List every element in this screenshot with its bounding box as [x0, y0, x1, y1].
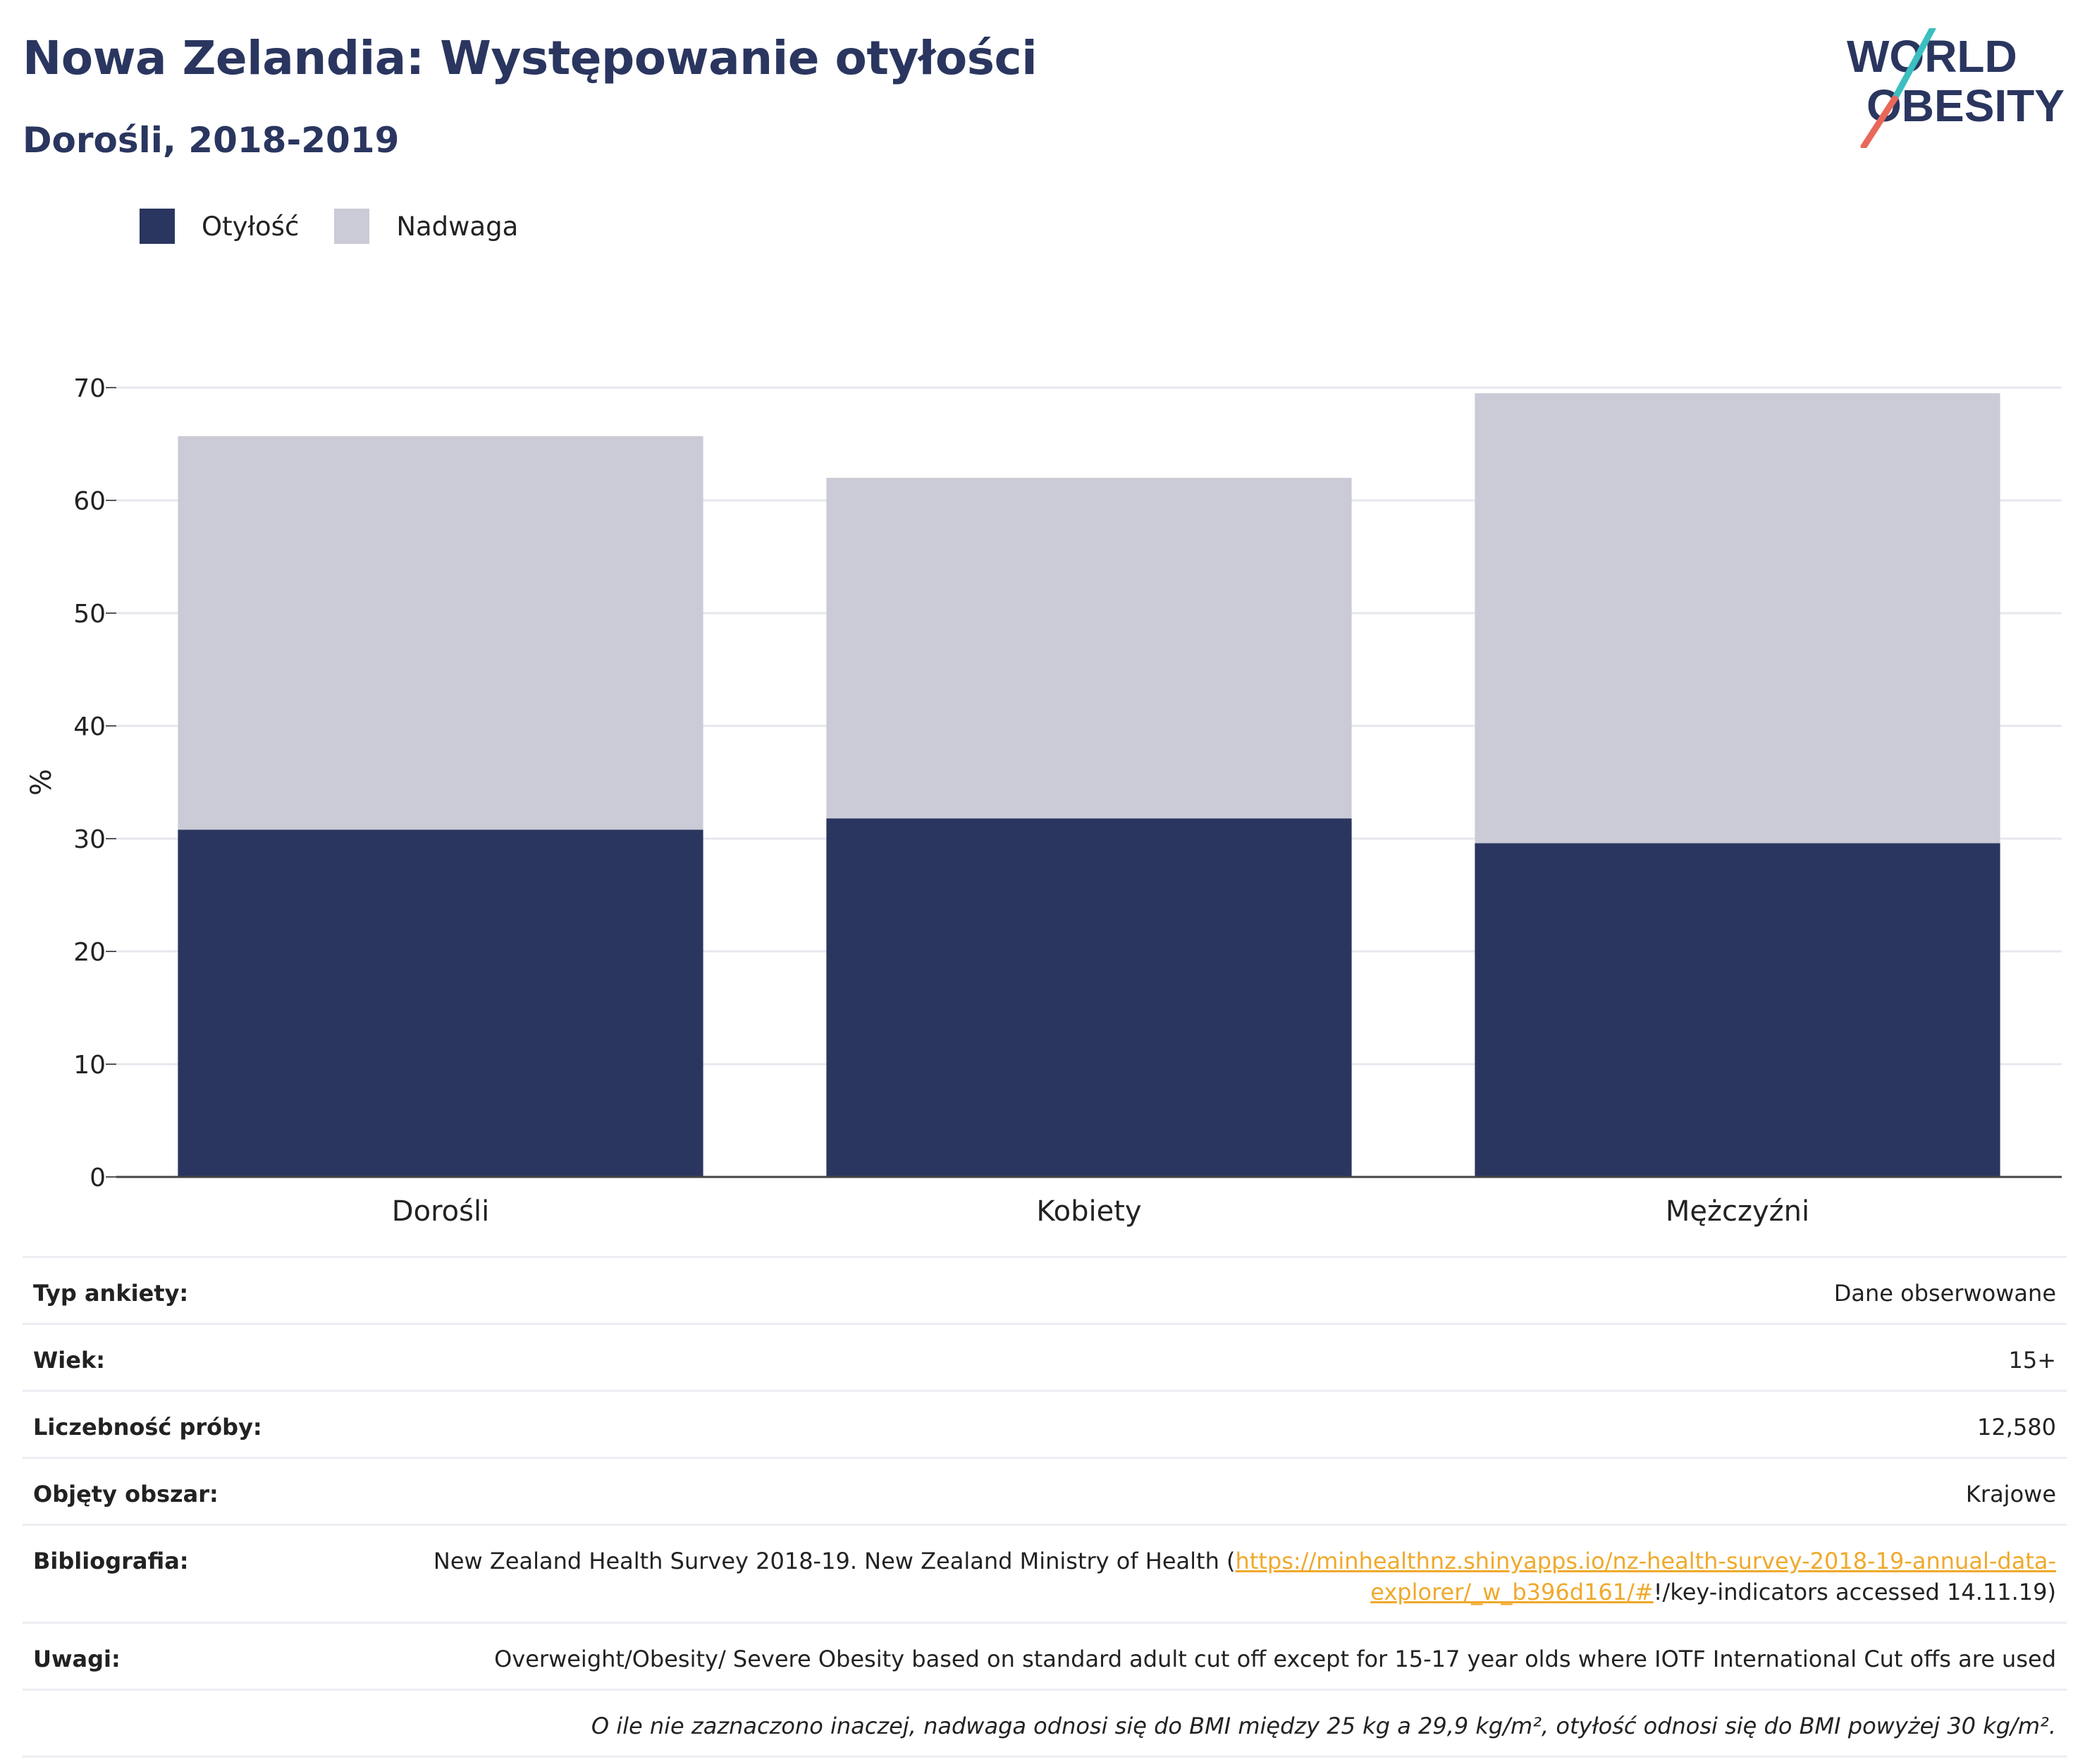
y-tick-label: 50 [73, 600, 106, 629]
stacked-bar-chart: 0 10 20 30 40 50 60 70% Dorośli Kobiety Mężczyźni [25, 374, 2062, 1228]
survey-info-table: Typ ankiety: Dane obserwowane Wiek: 15+ … [23, 1256, 2067, 1758]
info-key: Typ ankiety: [23, 1256, 410, 1324]
info-row-notes: Uwagi: Overweight/Obesity/ Severe Obesit… [23, 1622, 2067, 1690]
info-row-bibliography: Bibliografia: New Zealand Health Survey … [23, 1524, 2067, 1623]
footnote: O ile nie zaznaczono inaczej, nadwaga od… [23, 1689, 2067, 1758]
legend-swatch-overweight [334, 209, 370, 244]
bibliography-link[interactable]: https://minhealthnz.shinyapps.io/nz-heal… [1235, 1548, 2056, 1605]
info-row-survey-type: Typ ankiety: Dane obserwowane [23, 1256, 2067, 1324]
chart-title: Nowa Zelandia: Występowanie otyłości [23, 31, 1038, 85]
bar-overweight [178, 436, 703, 830]
y-tick-label: 10 [73, 1051, 106, 1080]
bar-obesity [826, 818, 1352, 1177]
legend-item-obesity: Otyłość [140, 209, 299, 244]
info-value: Dane obserwowane [410, 1256, 2067, 1324]
y-tick-label: 70 [73, 374, 106, 403]
bar-obesity [178, 829, 703, 1177]
world-obesity-logo: WORLD OBESITY [1847, 28, 2065, 148]
info-row-area: Objęty obszar: Krajowe [23, 1457, 2067, 1525]
y-tick-label: 40 [73, 713, 106, 741]
chart-legend: Otyłość Nadwaga [140, 209, 553, 244]
bar-overweight [1475, 393, 2000, 844]
logo-line-1: WORLD [1847, 31, 2017, 82]
legend-label-obesity: Otyłość [202, 211, 300, 242]
info-key: Liczebność próby: [23, 1390, 410, 1458]
y-tick-label: 20 [73, 938, 106, 967]
info-key: Uwagi: [23, 1622, 410, 1690]
y-tick-label: 30 [73, 825, 106, 854]
bar-obesity [1475, 843, 2000, 1177]
info-value: 15+ [410, 1323, 2067, 1391]
info-key: Wiek: [23, 1323, 410, 1391]
x-tick-label: Dorośli [392, 1195, 489, 1228]
info-value: Krajowe [410, 1457, 2067, 1525]
info-key: Objęty obszar: [23, 1457, 410, 1525]
x-tick-label: Kobiety [1036, 1195, 1141, 1228]
info-row-sample-size: Liczebność próby: 12,580 [23, 1390, 2067, 1458]
y-tick-label: 60 [73, 487, 106, 516]
legend-label-overweight: Nadwaga [396, 211, 519, 242]
logo-line-2: OBESITY [1866, 80, 2065, 131]
legend-item-overweight: Nadwaga [334, 209, 518, 244]
info-value: 12,580 [410, 1390, 2067, 1458]
x-tick-label: Mężczyźni [1666, 1195, 1809, 1228]
bar-overweight [826, 478, 1352, 819]
info-row-age: Wiek: 15+ [23, 1323, 2067, 1391]
chart-subtitle: Dorośli, 2018-2019 [23, 120, 400, 161]
info-value: New Zealand Health Survey 2018-19. New Z… [410, 1524, 2067, 1623]
info-row-footnote: O ile nie zaznaczono inaczej, nadwaga od… [23, 1689, 2067, 1758]
y-axis-label: % [25, 769, 58, 796]
y-tick-label: 0 [90, 1164, 106, 1192]
info-value: Overweight/Obesity/ Severe Obesity based… [410, 1622, 2067, 1690]
legend-swatch-obesity [140, 209, 175, 244]
info-key: Bibliografia: [23, 1524, 410, 1623]
bibliography-text: New Zealand Health Survey 2018-19. New Z… [433, 1548, 1236, 1574]
bibliography-suffix: !/key-indicators accessed 14.11.19) [1653, 1579, 2056, 1605]
